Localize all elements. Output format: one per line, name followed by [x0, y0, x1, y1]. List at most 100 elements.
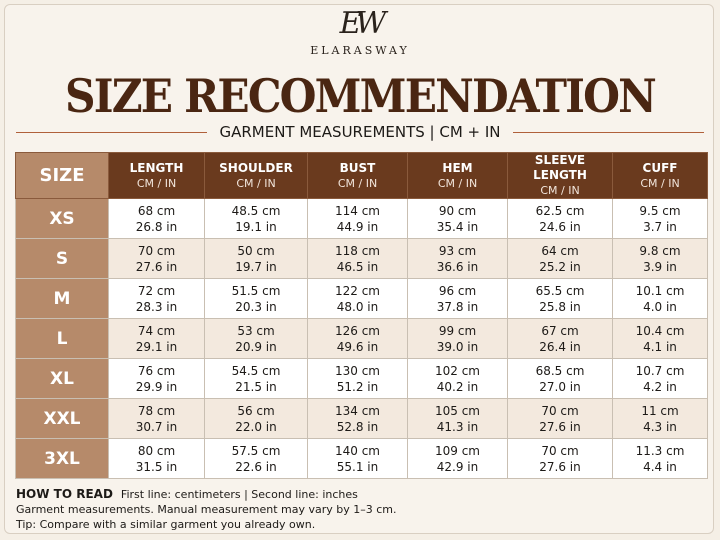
value-in: 4.2 in: [643, 379, 677, 394]
value-in: 29.1 in: [135, 339, 178, 354]
measurement-cell: 140 cm 55.1 in: [307, 438, 408, 479]
table-row: XS 68 cm 26.8 in 48.5 cm 19.1 in 114 cm 44.9 i…: [15, 198, 708, 239]
value-cm: 109 cm: [434, 443, 480, 458]
column-header-name: CUFF: [642, 160, 678, 175]
brand-monogram: EW: [339, 6, 387, 41]
value-cm: 102 cm: [434, 363, 480, 378]
value-cm: 51.5 cm: [231, 283, 281, 298]
value-cm: 9.8 cm: [639, 243, 681, 258]
value-cm: 10.4 cm: [635, 323, 685, 338]
measurement-cell: 70 cm 27.6 in: [507, 398, 613, 439]
value-in: 24.6 in: [539, 219, 581, 234]
page-title: SIZE RECOMMENDATION: [65, 69, 657, 123]
value-in: 28.3 in: [135, 299, 178, 314]
value-in: 49.6 in: [336, 339, 379, 354]
value-in: 4.4 in: [643, 459, 677, 474]
value-cm: 72 cm: [137, 283, 176, 298]
value-cm: 126 cm: [334, 323, 380, 338]
brand-logo: EW ELARASWAY: [0, 6, 720, 57]
value-in: 26.4 in: [539, 339, 581, 354]
table-body: XS 68 cm 26.8 in 48.5 cm 19.1 in 114 cm 44.9 i…: [15, 198, 708, 479]
measurement-cell: 68 cm 26.8 in: [108, 198, 205, 239]
value-in: 21.5 in: [235, 379, 277, 394]
measurement-cell: 53 cm 20.9 in: [204, 318, 308, 359]
value-cm: 74 cm: [137, 323, 176, 338]
column-header: HEM CM / IN: [407, 152, 508, 199]
measurement-cell: 50 cm 19.7 in: [204, 238, 308, 279]
value-in: 55.1 in: [336, 459, 379, 474]
value-in: 31.5 in: [135, 459, 178, 474]
measurement-cell: 102 cm 40.2 in: [407, 358, 508, 399]
measurement-cell: 78 cm 30.7 in: [108, 398, 205, 439]
measurement-cell: 10.4 cm 4.1 in: [612, 318, 708, 359]
measurement-cell: 10.7 cm 4.2 in: [612, 358, 708, 399]
value-cm: 105 cm: [434, 403, 480, 418]
value-in: 27.0 in: [539, 379, 581, 394]
value-cm: 122 cm: [334, 283, 380, 298]
measurement-cell: 99 cm 39.0 in: [407, 318, 508, 359]
measurement-cell: 11.3 cm 4.4 in: [612, 438, 708, 479]
column-header: CUFF CM / IN: [612, 152, 708, 199]
value-cm: 11 cm: [641, 403, 679, 418]
column-header-unit: CM / IN: [437, 176, 478, 190]
value-in: 35.4 in: [436, 219, 479, 234]
measurement-cell: 11 cm 4.3 in: [612, 398, 708, 439]
value-cm: 65.5 cm: [535, 283, 585, 298]
notes-heading: HOW TO READ: [16, 487, 113, 501]
value-cm: 9.5 cm: [639, 203, 681, 218]
value-cm: 130 cm: [334, 363, 380, 378]
value-cm: 70 cm: [541, 443, 579, 458]
measurement-cell: 114 cm 44.9 in: [307, 198, 408, 239]
value-cm: 76 cm: [137, 363, 176, 378]
value-cm: 48.5 cm: [231, 203, 281, 218]
size-label: XS: [15, 198, 109, 239]
column-header-name: LENGTH: [129, 160, 184, 175]
measurement-cell: 93 cm 36.6 in: [407, 238, 508, 279]
value-in: 3.7 in: [643, 219, 677, 234]
measurement-cell: 51.5 cm 20.3 in: [204, 278, 308, 319]
measurement-cell: 68.5 cm 27.0 in: [507, 358, 613, 399]
value-in: 39.0 in: [436, 339, 479, 354]
value-in: 42.9 in: [436, 459, 479, 474]
value-cm: 50 cm: [237, 243, 275, 258]
measurement-cell: 72 cm 28.3 in: [108, 278, 205, 319]
value-cm: 68.5 cm: [535, 363, 585, 378]
value-in: 22.6 in: [235, 459, 277, 474]
table-header-row: SIZE LENGTH CM / IN SHOULDER CM / IN BUST CM …: [15, 152, 708, 199]
measurement-cell: 90 cm 35.4 in: [407, 198, 508, 239]
size-label: XL: [15, 358, 109, 399]
measurement-cell: 74 cm 29.1 in: [108, 318, 205, 359]
divider-right: [512, 131, 705, 133]
column-header-unit: CM / IN: [640, 176, 680, 190]
table-row: L 74 cm 29.1 in 53 cm 20.9 in 126 cm 49.6 in 99…: [15, 318, 708, 359]
measurement-cell: 109 cm 42.9 in: [407, 438, 508, 479]
column-header-unit: CM / IN: [337, 176, 378, 190]
value-cm: 67 cm: [541, 323, 579, 338]
subtitle-row: GARMENT MEASUREMENTS | CM + IN: [16, 121, 705, 143]
column-header: SHOULDER CM / IN: [204, 152, 308, 199]
column-header: LENGTH CM / IN: [108, 152, 205, 199]
value-cm: 93 cm: [438, 243, 477, 258]
value-in: 19.7 in: [235, 259, 277, 274]
value-cm: 56 cm: [237, 403, 275, 418]
value-in: 41.3 in: [436, 419, 479, 434]
column-header-unit: CM / IN: [236, 176, 276, 190]
value-cm: 70 cm: [541, 403, 579, 418]
value-in: 27.6 in: [539, 459, 581, 474]
measurement-cell: 65.5 cm 25.8 in: [507, 278, 613, 319]
measurement-cell: 10.1 cm 4.0 in: [612, 278, 708, 319]
value-cm: 10.1 cm: [635, 283, 685, 298]
value-in: 37.8 in: [436, 299, 479, 314]
measurement-cell: 130 cm 51.2 in: [307, 358, 408, 399]
size-label: XXL: [15, 398, 109, 439]
measurement-cell: 80 cm 31.5 in: [108, 438, 205, 479]
measurement-cell: 96 cm 37.8 in: [407, 278, 508, 319]
table-row: M 72 cm 28.3 in 51.5 cm 20.3 in 122 cm 48.0 in…: [15, 278, 708, 319]
divider-left: [16, 131, 208, 133]
value-cm: 53 cm: [237, 323, 275, 338]
value-in: 40.2 in: [436, 379, 479, 394]
table-row: S 70 cm 27.6 in 50 cm 19.7 in 118 cm 46.5 in 93…: [15, 238, 708, 279]
measurement-cell: 105 cm 41.3 in: [407, 398, 508, 439]
value-cm: 140 cm: [334, 443, 380, 458]
value-in: 22.0 in: [235, 419, 277, 434]
